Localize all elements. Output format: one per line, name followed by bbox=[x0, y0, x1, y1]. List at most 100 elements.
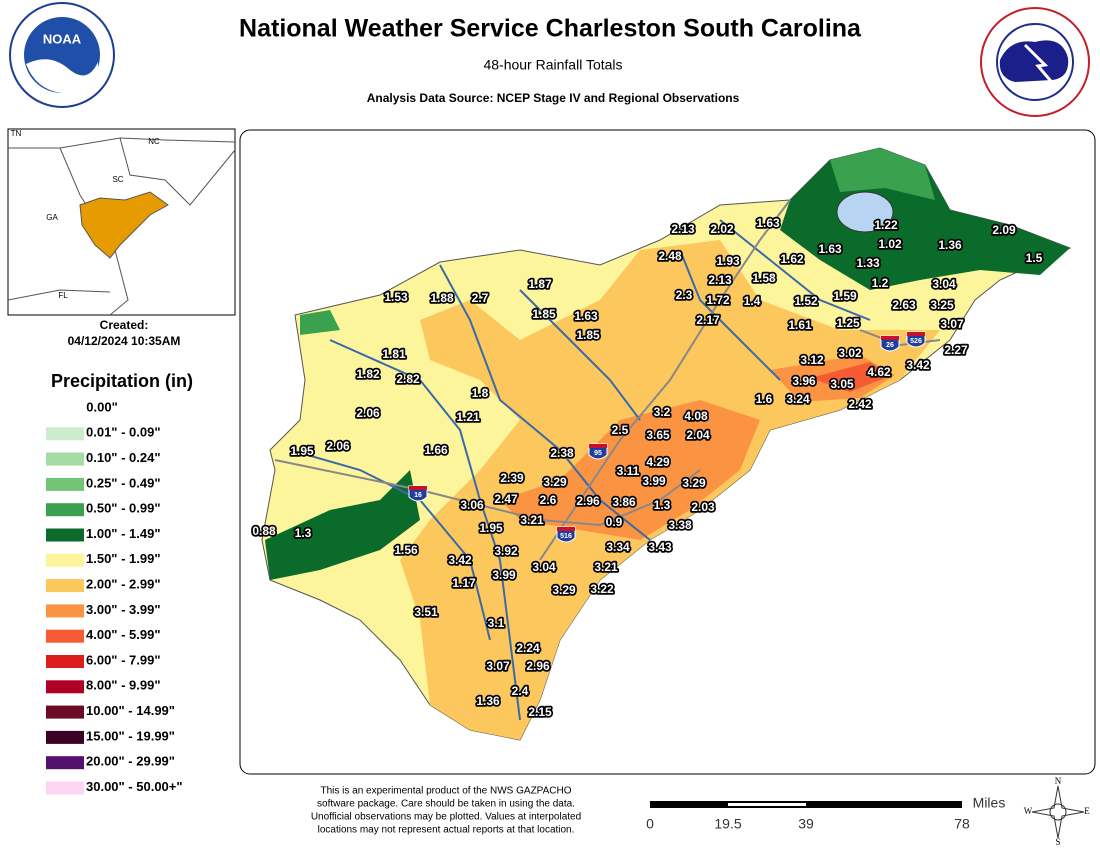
legend-swatch bbox=[46, 503, 84, 517]
legend-swatch bbox=[46, 655, 84, 668]
rainfall-value: 3.42 bbox=[448, 553, 472, 567]
rainfall-value: 1.59 bbox=[833, 289, 857, 303]
legend-label: 2.00" - 2.99" bbox=[86, 577, 160, 592]
shield-top bbox=[557, 527, 575, 531]
rainfall-value: 1.02 bbox=[878, 237, 902, 251]
legend-swatch bbox=[46, 730, 84, 744]
rainfall-value: 2.39 bbox=[500, 471, 524, 485]
rainfall-value: 1.3 bbox=[295, 526, 312, 540]
rainfall-value: 2.38 bbox=[550, 446, 574, 460]
created-label: Created: bbox=[100, 318, 149, 332]
rainfall-value: 1.25 bbox=[836, 316, 860, 330]
legend-swatch bbox=[46, 604, 84, 618]
legend-swatch bbox=[46, 629, 84, 643]
rainfall-value: 3.92 bbox=[494, 544, 518, 558]
rainfall-value: 3.2 bbox=[654, 405, 671, 419]
legend-swatch bbox=[46, 528, 84, 542]
rainfall-value: 3.42 bbox=[906, 358, 930, 372]
legend-label: 10.00" - 14.99" bbox=[86, 703, 175, 718]
rainfall-value: 1.56 bbox=[394, 543, 418, 557]
map bbox=[261, 147, 1072, 741]
rainfall-value: 1.63 bbox=[574, 309, 598, 323]
legend-label: 20.00" - 29.99" bbox=[86, 754, 175, 769]
inset-label: SC bbox=[112, 175, 123, 184]
rainfall-labels: 2.13 2.02 1.63 1.22 2.09 1.63 1.02 1.36 1.5 1.62 1… bbox=[251, 214, 1045, 721]
rainfall-value: 2.96 bbox=[526, 659, 550, 673]
shield-number: 526 bbox=[910, 338, 922, 345]
rainfall-value: 2.06 bbox=[356, 406, 380, 420]
rainfall-value: 1.58 bbox=[752, 271, 776, 285]
inset-label: NC bbox=[148, 137, 160, 146]
inset-label: TN bbox=[11, 129, 22, 138]
rainfall-value: 3.96 bbox=[792, 374, 816, 388]
shield-number: 95 bbox=[594, 450, 602, 457]
compass-letter: E bbox=[1084, 806, 1090, 816]
rainfall-value: 1.33 bbox=[856, 256, 880, 270]
noaa-logo: NOAA bbox=[9, 2, 115, 108]
compass-letter: S bbox=[1055, 837, 1060, 847]
rainfall-value: 2.04 bbox=[686, 428, 710, 442]
legend-label: 0.25" - 0.49" bbox=[86, 475, 160, 490]
shield-number: 26 bbox=[886, 342, 894, 349]
shield-top bbox=[907, 332, 925, 336]
rainfall-value: 3.11 bbox=[617, 464, 640, 478]
legend-swatch bbox=[46, 705, 84, 719]
rainfall-value: 1.87 bbox=[528, 277, 552, 291]
rainfall-value: 2.7 bbox=[472, 291, 489, 305]
legend: 0.00" 0.01" - 0.09" 0.10" - 0.24" 0.25" - 0… bbox=[46, 399, 183, 795]
rainfall-value: 3.34 bbox=[606, 540, 630, 554]
rainfall-value: 3.22 bbox=[590, 582, 614, 596]
shield-number: 16 bbox=[414, 492, 422, 499]
rainfall-value: 1.17 bbox=[452, 576, 476, 590]
rainfall-value: 2.06 bbox=[326, 439, 350, 453]
rainfall-value: 1.63 bbox=[818, 242, 842, 256]
legend-label: 4.00" - 5.99" bbox=[86, 627, 160, 642]
rainfall-value: 1.36 bbox=[476, 694, 500, 708]
legend-swatch bbox=[46, 477, 84, 491]
legend-label: 30.00" - 50.00+" bbox=[86, 779, 183, 794]
rainfall-value: 3.25 bbox=[930, 298, 954, 312]
rainfall-value: 1.85 bbox=[576, 328, 600, 342]
rainfall-value: 1.4 bbox=[744, 294, 761, 308]
scale-bar bbox=[650, 801, 962, 808]
legend-swatch bbox=[46, 402, 84, 415]
rainfall-value: 0.9 bbox=[606, 515, 623, 529]
rainfall-value: 3.12 bbox=[800, 353, 824, 367]
legend-swatch bbox=[46, 781, 84, 795]
rainfall-value: 3.04 bbox=[932, 277, 956, 291]
rainfall-value: 3.29 bbox=[682, 476, 706, 490]
rainfall-value: 3.99 bbox=[492, 568, 516, 582]
shield-top bbox=[409, 486, 427, 490]
rainfall-value: 2.63 bbox=[892, 298, 916, 312]
rainfall-value: 2.96 bbox=[576, 494, 600, 508]
rainfall-value: 3.51 bbox=[414, 605, 438, 619]
rainfall-value: 1.81 bbox=[382, 347, 406, 361]
rainfall-value: 1.61 bbox=[788, 318, 812, 332]
footer-line: Unofficial observations may be plotted. … bbox=[311, 812, 581, 823]
rainfall-value: 2.48 bbox=[658, 249, 682, 263]
compass-letters: N S E W bbox=[1024, 776, 1091, 847]
inset-label: GA bbox=[46, 213, 58, 222]
rainfall-value: 2.03 bbox=[691, 500, 715, 514]
rainfall-value: 3.86 bbox=[612, 495, 636, 509]
legend-label: 6.00" - 7.99" bbox=[86, 652, 160, 667]
shield-number: 516 bbox=[560, 533, 572, 540]
rainfall-value: 1.3 bbox=[654, 498, 671, 512]
rainfall-value: 2.4 bbox=[512, 684, 529, 698]
rainfall-value: 2.42 bbox=[848, 397, 872, 411]
rainfall-value: 3.29 bbox=[543, 475, 567, 489]
subtitle: 48-hour Rainfall Totals bbox=[483, 57, 622, 73]
rainfall-value: 2.13 bbox=[671, 222, 695, 236]
rainfall-value: 2.17 bbox=[696, 313, 720, 327]
legend-swatch bbox=[46, 680, 84, 694]
rainfall-value: 1.5 bbox=[1026, 251, 1043, 265]
rainfall-value: 1.21 bbox=[456, 410, 480, 424]
rainfall-value: 2.15 bbox=[528, 705, 552, 719]
footer-line: locations may not represent actual repor… bbox=[318, 825, 575, 836]
legend-label: 3.00" - 3.99" bbox=[86, 602, 160, 617]
rainfall-value: 1.22 bbox=[874, 218, 898, 232]
created-date: 04/12/2024 10:35AM bbox=[68, 334, 181, 348]
rainfall-value: 3.06 bbox=[460, 498, 484, 512]
rainfall-value: 1.2 bbox=[872, 276, 889, 290]
rainfall-value: 3.99 bbox=[642, 474, 666, 488]
